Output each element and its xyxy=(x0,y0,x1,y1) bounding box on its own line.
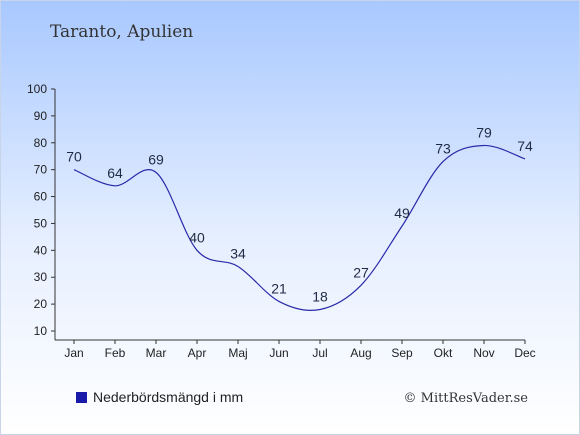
data-label: 49 xyxy=(394,205,410,221)
legend-label: Nederbördsmängd i mm xyxy=(93,389,243,405)
data-label: 69 xyxy=(148,151,164,167)
data-label: 73 xyxy=(435,141,451,157)
data-label: 27 xyxy=(353,264,369,280)
y-tick-label: 90 xyxy=(34,109,48,123)
y-tick-label: 80 xyxy=(34,136,48,150)
axes-group xyxy=(54,89,525,341)
ticks-group: 10 20 30 40 50 60 70 80 90 100 Jan Feb Mar Apr Maj Jun J… xyxy=(27,82,536,360)
x-tick-label: Maj xyxy=(228,346,247,360)
data-label: 70 xyxy=(66,149,82,165)
x-tick-label: Mar xyxy=(146,346,167,360)
data-label: 34 xyxy=(230,245,246,261)
data-label: 40 xyxy=(189,229,205,245)
y-tick-label: 40 xyxy=(34,243,48,257)
y-tick-label: 30 xyxy=(34,270,48,284)
y-tick-label: 10 xyxy=(34,324,48,338)
credit-text: © MittResVader.se xyxy=(404,391,529,406)
y-tick-label: 20 xyxy=(34,297,48,311)
data-label: 79 xyxy=(476,124,492,140)
x-tick-label: Jun xyxy=(269,346,288,360)
precipitation-series-line xyxy=(73,144,526,311)
data-label: 74 xyxy=(517,138,533,154)
data-label: 18 xyxy=(312,288,328,304)
data-labels-group: 70 64 69 40 34 21 18 27 49 73 79 74 xyxy=(66,124,533,304)
x-tick-label: Apr xyxy=(188,346,207,360)
x-tick-label: Sep xyxy=(391,346,413,360)
x-tick-label: Nov xyxy=(473,346,494,360)
y-tick-label: 70 xyxy=(34,163,48,177)
chart-title: Taranto, Apulien xyxy=(50,22,193,42)
y-tick-label: 50 xyxy=(34,216,48,230)
x-tick-label: Jul xyxy=(312,346,327,360)
data-label: 21 xyxy=(271,280,287,296)
data-label: 64 xyxy=(107,165,123,181)
series-group xyxy=(73,144,526,311)
x-tick-label: Feb xyxy=(105,346,126,360)
x-tick-label: Dec xyxy=(514,346,535,360)
x-tick-label: Okt xyxy=(434,346,453,360)
legend-marker xyxy=(76,392,87,403)
x-tick-label: Aug xyxy=(350,346,371,360)
y-tick-label: 100 xyxy=(27,82,47,96)
x-tick-label: Jan xyxy=(64,346,83,360)
y-tick-label: 60 xyxy=(34,190,48,204)
